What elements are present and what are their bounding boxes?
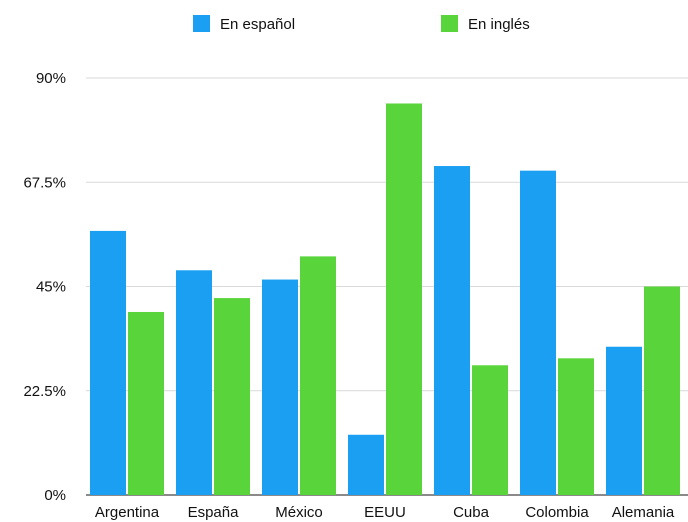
x-category-label: México (275, 504, 323, 521)
x-category-label: Alemania (612, 504, 675, 521)
bar-ingles-4 (472, 365, 508, 495)
bar-ingles-6 (644, 286, 680, 495)
bar-espanol-4 (434, 166, 470, 496)
y-axis: 0% 22.5% 45% 67.5% 90% (23, 70, 66, 504)
y-tick-label: 90% (36, 70, 66, 87)
bar-ingles-5 (558, 358, 594, 495)
x-category-label: Cuba (453, 504, 490, 521)
bar-ingles-1 (214, 298, 250, 495)
legend-label: En inglés (468, 16, 530, 33)
legend-label: En español (220, 16, 295, 33)
legend: En español En inglés (193, 15, 530, 33)
y-tick-label: 0% (44, 487, 66, 504)
bar-ingles-3 (386, 103, 422, 495)
x-axis: Argentina España México EEUU Cuba Colombia Ale… (95, 504, 675, 521)
bar-espanol-6 (606, 346, 642, 495)
bar-espanol-3 (348, 434, 384, 495)
bar-espanol-0 (90, 230, 126, 495)
bar-ingles-0 (128, 311, 164, 495)
bar-ingles-2 (300, 256, 336, 495)
bars (90, 103, 680, 496)
bar-espanol-5 (520, 170, 556, 495)
y-tick-label: 67.5% (23, 174, 66, 191)
y-tick-label: 22.5% (23, 383, 66, 400)
x-category-label: Argentina (95, 504, 160, 521)
x-category-label: España (188, 504, 240, 521)
bar-espanol-1 (176, 270, 212, 495)
legend-swatch (193, 15, 210, 32)
x-category-label: EEUU (364, 504, 406, 521)
y-tick-label: 45% (36, 279, 66, 296)
legend-swatch (441, 15, 458, 32)
x-category-label: Colombia (525, 504, 589, 521)
bar-espanol-2 (262, 279, 298, 495)
